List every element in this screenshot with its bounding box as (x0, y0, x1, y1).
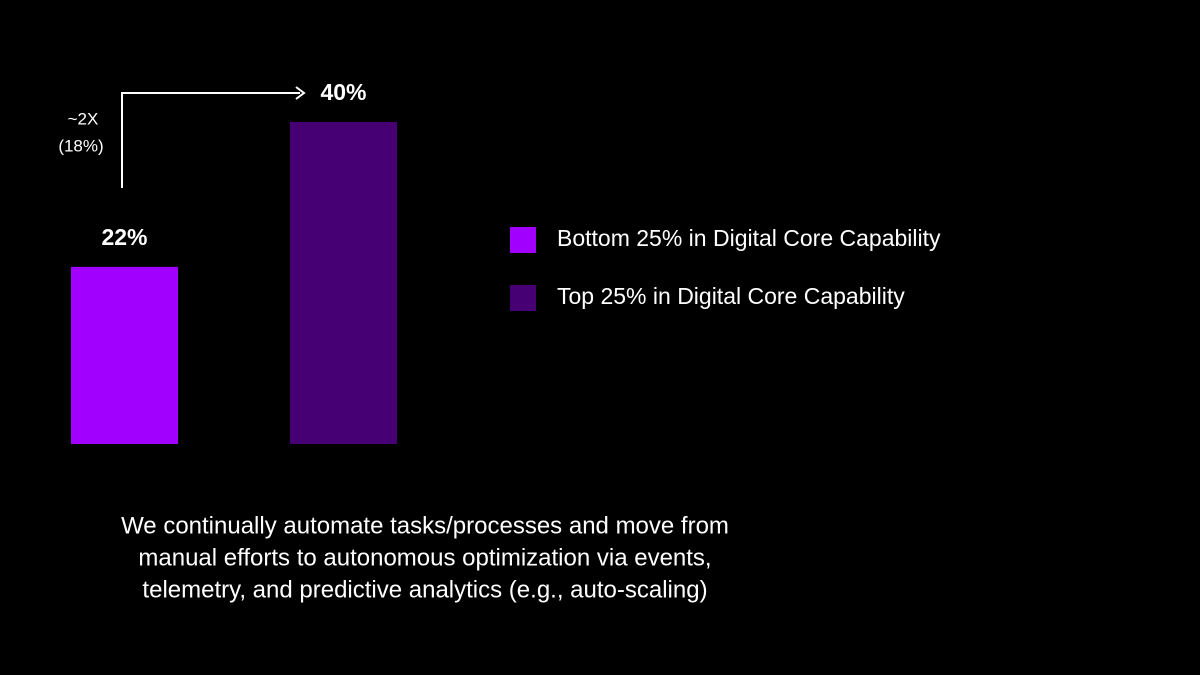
bar (290, 122, 397, 444)
legend-swatch (510, 285, 536, 311)
legend-swatch (510, 227, 536, 253)
value-label: 40% (320, 79, 366, 105)
comparison-arrow (121, 92, 300, 188)
annotation: (18%) (58, 136, 103, 155)
legend-label: Top 25% in Digital Core Capability (557, 283, 905, 309)
value-label: 22% (101, 224, 147, 250)
bar (71, 266, 178, 444)
arrow-head (295, 86, 306, 100)
annotation: ~2X (68, 109, 99, 128)
legend-label: Bottom 25% in Digital Core Capability (557, 225, 941, 251)
caption-line: manual efforts to autonomous optimizatio… (138, 544, 711, 571)
caption-line: telemetry, and predictive analytics (e.g… (142, 576, 707, 603)
caption-line: We continually automate tasks/processes … (121, 512, 729, 539)
